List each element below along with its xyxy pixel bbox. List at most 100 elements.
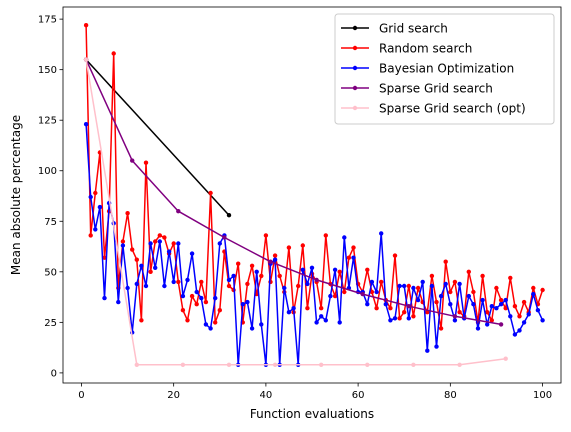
data-point-random-search [305,306,310,311]
series-bayesian-optimization [83,122,545,367]
data-point-bayesian-optimization [309,265,315,270]
data-point-sparse-grid-search [268,259,273,264]
data-point-bayesian-optimization [319,314,324,319]
data-point-bayesian-optimization [203,322,209,327]
data-point-random-search [180,308,186,313]
data-point-bayesian-optimization [369,279,375,285]
data-point-sparse-grid-search [452,314,458,319]
data-point-bayesian-optimization [332,267,338,272]
data-point-bayesian-optimization [466,293,471,299]
legend-marker-grid-search [352,25,358,31]
data-point-random-search [429,273,435,279]
data-point-bayesian-optimization [531,291,536,297]
data-point-bayesian-optimization [282,285,287,291]
data-point-bayesian-optimization [503,297,508,303]
data-point-random-search [236,261,241,266]
data-point-random-search [162,235,167,240]
data-point-random-search [176,279,181,285]
data-point-random-search [448,289,453,295]
data-point-random-search [415,285,421,291]
data-point-random-search [259,273,264,279]
data-point-bayesian-optimization [475,326,481,331]
data-point-bayesian-optimization [226,277,232,283]
data-point-bayesian-optimization [337,320,342,325]
legend: Grid search Random search Bayesian Optimiz… [334,13,555,125]
data-point-random-search [351,245,356,250]
data-point-random-search [489,318,494,323]
data-point-random-search [120,239,126,244]
legend-marker-sparse-grid-search-opt [352,105,358,111]
data-point-random-search [471,289,476,295]
data-point-bayesian-optimization [213,295,218,301]
data-point-sparse-grid-search-opt [365,362,370,367]
data-point-random-search [452,279,458,285]
legend-label-random-search: Random search [379,42,472,56]
data-point-random-search [102,255,107,260]
data-point-bayesian-optimization [180,293,186,299]
data-point-sparse-grid-search-opt [134,362,139,367]
series-sparse-grid-search-opt [83,57,508,367]
x-tick-label: 80 [444,390,457,401]
data-point-random-search [337,269,342,274]
data-point-bayesian-optimization [365,302,370,307]
data-point-bayesian-optimization [83,122,89,127]
data-point-grid-search [226,213,232,218]
data-point-bayesian-optimization [93,227,98,232]
x-tick-label: 60 [352,390,365,401]
data-point-random-search [93,190,98,196]
data-point-random-search [272,253,278,258]
y-tick-label: 150 [38,65,57,76]
data-point-random-search [286,245,292,250]
data-point-bayesian-optimization [425,348,430,353]
data-point-bayesian-optimization [176,241,181,246]
series-sparse-grid-search [83,57,504,327]
data-point-random-search [379,279,384,285]
data-point-random-search [171,241,176,246]
data-point-bayesian-optimization [411,285,416,291]
data-point-bayesian-optimization [116,299,121,305]
data-point-bayesian-optimization [199,295,204,301]
legend-label-grid-search: Grid search [379,22,448,36]
y-tick-label: 125 [38,116,57,127]
y-tick-label: 100 [38,166,57,177]
data-point-bayesian-optimization [388,318,393,323]
data-point-random-search [374,306,379,311]
data-point-bayesian-optimization [383,302,388,307]
data-point-sparse-grid-search [314,277,319,283]
data-point-random-search [319,306,324,311]
data-point-bayesian-optimization [438,293,444,299]
data-point-bayesian-optimization [208,326,213,331]
series-line-bayesian-optimization [85,124,544,366]
data-point-bayesian-optimization [120,243,126,248]
data-point-sparse-grid-search [498,322,504,327]
data-point-bayesian-optimization [97,204,103,210]
data-point-random-search [134,257,139,262]
data-point-bayesian-optimization [397,283,402,289]
data-point-bayesian-optimization [217,241,222,246]
data-point-random-search [512,304,518,309]
data-point-bayesian-optimization [342,235,347,240]
data-point-bayesian-optimization [521,320,527,325]
data-point-bayesian-optimization [102,295,107,301]
data-point-random-search [300,243,305,248]
data-point-random-search [531,285,536,291]
data-point-random-search [217,308,222,313]
x-axis: 0 20 40 60 80 100 [78,383,552,401]
data-point-random-search [485,310,490,315]
data-point-bayesian-optimization [171,279,176,285]
data-point-bayesian-optimization [189,251,195,256]
data-point-random-search [208,190,213,196]
data-point-bayesian-optimization [134,281,139,287]
data-point-sparse-grid-search-opt [272,362,278,367]
data-point-random-search [503,306,508,311]
data-point-bayesian-optimization [489,304,494,309]
data-point-bayesian-optimization [480,297,485,303]
data-point-bayesian-optimization [245,299,250,305]
data-point-bayesian-optimization [291,306,296,311]
x-axis-title: Function evaluations [250,407,374,421]
data-point-sparse-grid-search-opt [457,362,462,367]
y-axis: 0 25 50 75 100 125 150 175 [38,15,63,379]
data-point-random-search [346,255,352,260]
data-point-random-search [139,318,144,323]
y-tick-label: 0 [51,368,57,379]
